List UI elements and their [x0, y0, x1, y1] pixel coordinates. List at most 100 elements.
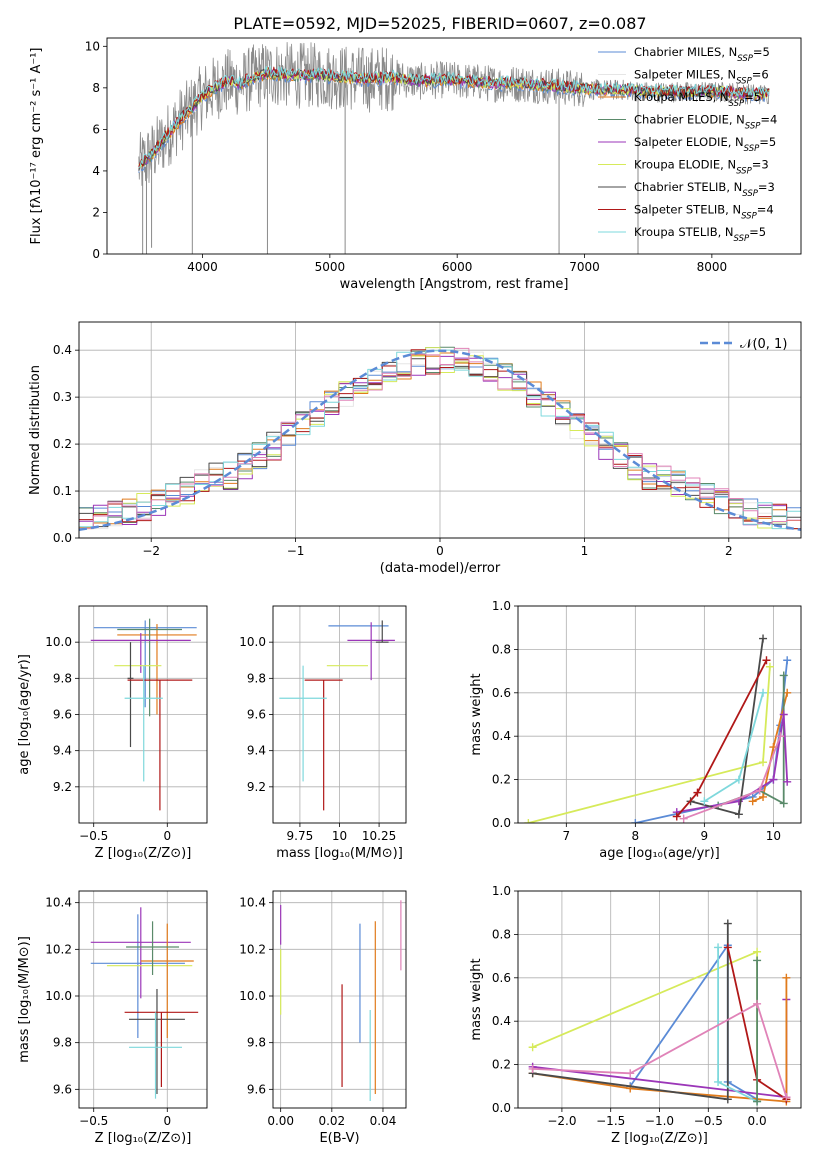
- x-axis-label: mass [log₁₀(M/M⊙)]: [276, 846, 403, 861]
- weight-marker: [524, 819, 533, 823]
- x-tick-label: −1: [287, 544, 305, 558]
- x-tick-label: 4000: [187, 260, 218, 274]
- x-axis-label: wavelength [Angstrom, rest frame]: [340, 277, 569, 292]
- y-tick-label: 9.6: [53, 708, 72, 722]
- data-point: [126, 921, 180, 975]
- data-point: [124, 665, 163, 782]
- y-tick-label: 0.8: [492, 642, 511, 656]
- legend-rest: =5: [744, 90, 761, 104]
- weight-marker: [693, 788, 702, 797]
- y-tick-label: 0.8: [492, 927, 511, 941]
- weight-line: [532, 977, 788, 1103]
- y-tick-label: 0.1: [53, 484, 72, 498]
- y-tick-label: 10.0: [45, 635, 72, 649]
- y-axis-label: age [log₁₀(age/yr)]: [17, 654, 32, 775]
- y-tick-label: 0.0: [53, 531, 72, 545]
- x-tick-label: −0.5: [79, 829, 108, 843]
- axes-frame: [272, 605, 407, 824]
- weight-marker: [753, 999, 762, 1008]
- legend-subscript: SSP: [734, 234, 750, 244]
- weight-marker: [753, 956, 762, 965]
- axes-frame: [106, 37, 802, 255]
- axes-frame: [78, 605, 208, 824]
- weight-marker: [734, 810, 743, 819]
- axes-frame: [517, 605, 802, 824]
- weight-marker: [759, 688, 768, 697]
- data-point: [279, 665, 327, 782]
- x-tick-label: 10.25: [362, 829, 396, 843]
- y-tick-label: 0.4: [53, 343, 72, 357]
- data-point: [90, 907, 191, 999]
- x-tick-label: 7: [562, 829, 570, 843]
- y-axis-label: mass [log₁₀(M/M⊙)]: [17, 936, 32, 1063]
- y-axis-label: mass weight: [469, 958, 484, 1040]
- plot-area: [90, 907, 199, 1099]
- weight-marker: [759, 758, 768, 767]
- y-tick-label: 6: [92, 122, 100, 136]
- chart-age_vs_Z: −0.5 0 9.2 9.4 9.6 9.8 10.0 Z [log₁₀(Z/Z⊙)] age …: [17, 605, 208, 861]
- x-axis-label: Z [log₁₀(Z/Z⊙)]: [95, 846, 192, 861]
- y-tick-label: 0.6: [492, 686, 511, 700]
- weight-marker: [626, 1069, 635, 1078]
- weight-marker: [734, 775, 743, 784]
- x-tick-label: 8000: [697, 260, 728, 274]
- x-tick-label: −1.0: [645, 1114, 674, 1128]
- y-tick-label: 9.8: [53, 1036, 72, 1050]
- axes-frame: [272, 890, 407, 1109]
- x-tick-label: 9.75: [287, 829, 314, 843]
- y-tick-label: 9.6: [247, 708, 266, 722]
- chart-mass_vs_EBV: 0.00 0.02 0.04 9.6 9.8 10.0 10.2 10.4 E(B-V): [239, 890, 407, 1146]
- weight-marker: [762, 656, 771, 665]
- y-tick-label: 10: [85, 39, 100, 53]
- weight-marker: [759, 634, 768, 643]
- x-tick-label: −1.5: [596, 1114, 625, 1128]
- legend-rest: =5: [753, 45, 770, 59]
- y-tick-label: 0.4: [492, 1014, 511, 1028]
- weight-marker: [779, 710, 788, 719]
- plot-area: [279, 620, 395, 811]
- x-tick-label: −2.0: [547, 1114, 576, 1128]
- legend-rest: =5: [749, 225, 766, 239]
- x-tick-label: 0.04: [370, 1114, 397, 1128]
- x-tick-label: 0: [436, 544, 444, 558]
- legend-subscript: SSP: [736, 167, 752, 177]
- x-axis-label: (data-model)/error: [380, 561, 501, 576]
- y-tick-label: 0.0: [492, 1101, 511, 1115]
- x-tick-label: −0.5: [694, 1114, 723, 1128]
- legend-subscript: SSP: [744, 144, 760, 154]
- chart-mass_vs_Z: −0.5 0 9.6 9.8 10.0 10.2 10.4 Z [log₁₀(Z/Z⊙)] ma…: [17, 890, 208, 1146]
- y-tick-label: 0: [92, 247, 100, 261]
- y-tick-label: 10.4: [239, 896, 266, 910]
- weight-marker: [759, 792, 768, 801]
- weight-marker: [528, 1043, 537, 1052]
- x-tick-label: 1: [581, 544, 589, 558]
- plot-area: [524, 634, 792, 823]
- weight-marker: [679, 814, 688, 823]
- data-point: [117, 618, 182, 717]
- y-tick-label: 0.2: [492, 1058, 511, 1072]
- chart-age_vs_mass: 9.75 10 10.25 9.2 9.4 9.6 9.8 10.0 mass [log₁₀(M…: [239, 605, 407, 861]
- y-tick-label: 0.2: [53, 437, 72, 451]
- weight-marker: [631, 819, 640, 823]
- legend-subscript: SSP: [742, 189, 758, 199]
- plot-area: [528, 919, 791, 1106]
- x-axis-label: Z [log₁₀(Z/Z⊙)]: [611, 1131, 708, 1146]
- weight-marker: [782, 1093, 791, 1102]
- axes-frame: [78, 890, 208, 1109]
- y-tick-label: 10.0: [45, 989, 72, 1003]
- y-tick-label: 9.6: [247, 1082, 266, 1096]
- plot-area: [280, 900, 402, 1101]
- y-tick-label: 2: [92, 205, 100, 219]
- weight-marker: [769, 775, 778, 784]
- y-tick-label: 9.4: [53, 744, 72, 758]
- data-point: [127, 679, 193, 811]
- axes-frame: [78, 321, 802, 539]
- legend-subscript: SSP: [729, 99, 745, 109]
- data-point: [129, 1012, 182, 1099]
- data-point: [375, 620, 389, 643]
- legend-rest: =5: [759, 135, 776, 149]
- weight-marker: [748, 797, 757, 806]
- weight-marker: [723, 943, 732, 952]
- weight-marker: [779, 671, 788, 680]
